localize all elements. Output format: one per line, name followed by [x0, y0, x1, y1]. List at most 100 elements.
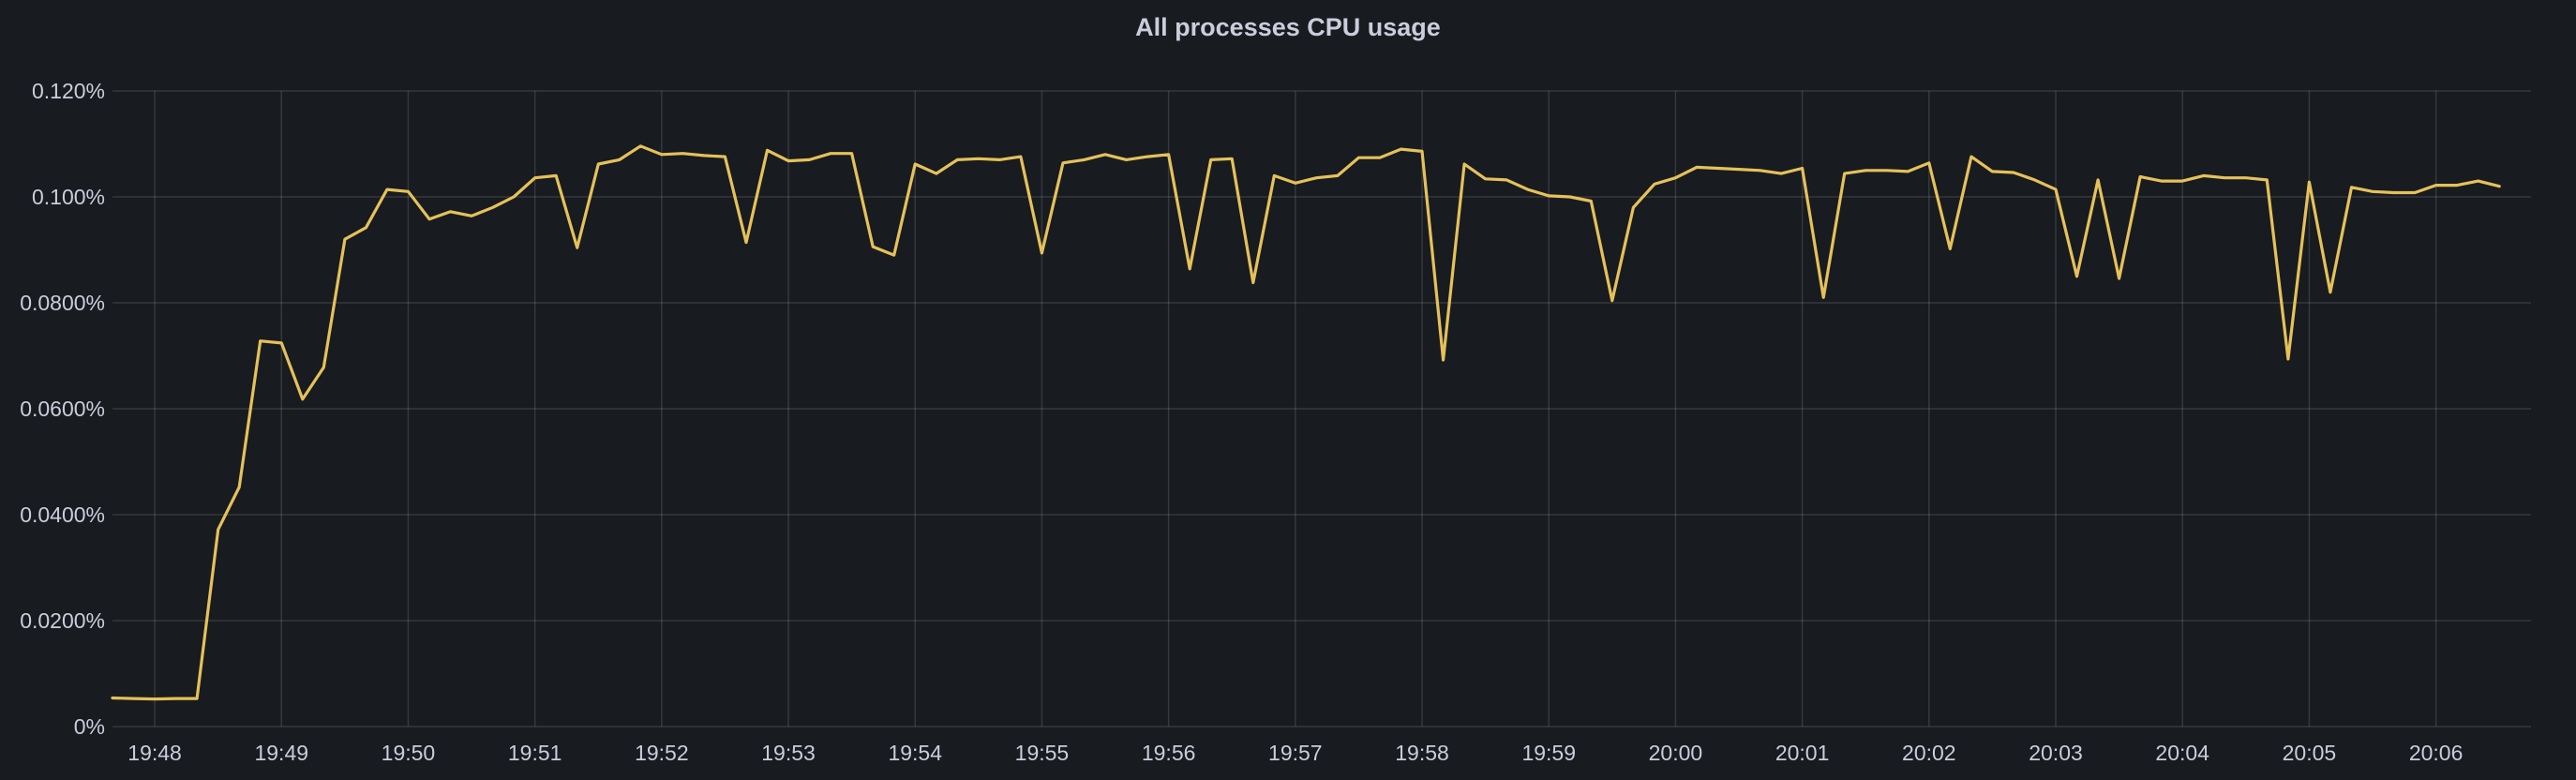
data-point[interactable] [1839, 168, 1850, 179]
data-point[interactable] [530, 172, 541, 184]
data-point[interactable] [2283, 353, 2294, 365]
data-point[interactable] [846, 148, 858, 159]
data-point[interactable] [951, 154, 963, 165]
data-point[interactable] [1670, 172, 1681, 184]
data-point[interactable] [2451, 180, 2463, 191]
data-point[interactable] [1966, 151, 1977, 162]
data-point[interactable] [382, 184, 393, 195]
data-point[interactable] [1480, 173, 1491, 185]
data-point[interactable] [1310, 172, 1322, 184]
data-point[interactable] [297, 394, 308, 405]
data-point[interactable] [2346, 182, 2358, 193]
data-point[interactable] [2072, 271, 2083, 282]
data-point[interactable] [592, 158, 604, 170]
data-point[interactable] [2029, 174, 2041, 186]
data-point[interactable] [1268, 170, 1280, 181]
data-point[interactable] [466, 210, 477, 221]
data-point[interactable] [339, 233, 351, 245]
data-point[interactable] [698, 150, 710, 161]
data-point[interactable] [1100, 149, 1111, 160]
data-point[interactable] [2261, 174, 2272, 186]
data-point[interactable] [2494, 181, 2505, 192]
data-point[interactable] [2177, 175, 2188, 187]
data-point[interactable] [1015, 151, 1026, 162]
data-point[interactable] [931, 168, 942, 179]
data-point[interactable] [1797, 163, 1808, 174]
data-point[interactable] [1585, 196, 1596, 207]
data-point[interactable] [1121, 154, 1132, 165]
data-point[interactable] [1755, 165, 1766, 176]
data-point[interactable] [2409, 188, 2420, 199]
data-point[interactable] [1226, 153, 1237, 164]
data-point[interactable] [677, 148, 688, 159]
data-point[interactable] [1818, 292, 1829, 303]
data-point[interactable] [550, 170, 562, 181]
data-point[interactable] [1163, 149, 1175, 160]
data-point[interactable] [1332, 170, 1343, 181]
data-point[interactable] [1459, 158, 1470, 170]
data-point[interactable] [2389, 188, 2400, 199]
data-point[interactable] [656, 149, 667, 160]
data-point[interactable] [360, 222, 371, 233]
data-point[interactable] [2198, 170, 2209, 181]
data-point[interactable] [1522, 184, 1534, 195]
data-point[interactable] [487, 202, 499, 213]
data-point[interactable] [1775, 168, 1787, 179]
data-point[interactable] [107, 693, 118, 704]
data-point[interactable] [719, 151, 730, 162]
data-point[interactable] [741, 237, 752, 248]
data-point[interactable] [1142, 151, 1153, 162]
data-point[interactable] [1565, 191, 1576, 202]
data-point[interactable] [149, 694, 160, 705]
series-line[interactable] [111, 144, 2501, 701]
data-point[interactable] [1206, 154, 1217, 165]
data-point[interactable] [1036, 248, 1047, 259]
data-point[interactable] [783, 156, 794, 167]
data-point[interactable] [2156, 175, 2167, 187]
data-point[interactable] [255, 336, 266, 347]
data-point[interactable] [1902, 166, 1913, 177]
data-point[interactable] [804, 154, 816, 165]
data-point[interactable] [1248, 278, 1259, 289]
data-point[interactable] [1079, 154, 1090, 165]
data-point[interactable] [1057, 158, 1069, 169]
data-point[interactable] [191, 693, 202, 704]
data-point[interactable] [973, 153, 984, 164]
data-point[interactable] [1543, 190, 1554, 202]
data-point[interactable] [1691, 161, 1702, 172]
data-point[interactable] [1607, 295, 1618, 307]
data-point[interactable] [2473, 175, 2484, 187]
data-point[interactable] [867, 241, 878, 252]
data-point[interactable] [762, 144, 773, 156]
data-point[interactable] [825, 148, 836, 159]
data-point[interactable] [889, 249, 900, 261]
data-point[interactable] [909, 158, 921, 170]
data-point[interactable] [1396, 143, 1407, 155]
data-point[interactable] [614, 154, 625, 165]
data-point[interactable] [1986, 166, 1998, 177]
data-point[interactable] [2219, 172, 2230, 184]
data-point[interactable] [2092, 174, 2104, 186]
data-point[interactable] [1733, 164, 1745, 175]
data-point[interactable] [1649, 178, 1660, 189]
data-point[interactable] [2008, 167, 2019, 178]
data-point[interactable] [572, 242, 583, 253]
data-point[interactable] [508, 191, 519, 202]
data-point[interactable] [276, 338, 287, 349]
data-point[interactable] [2325, 287, 2336, 298]
data-point[interactable] [128, 693, 140, 704]
data-point[interactable] [1374, 152, 1385, 163]
data-point[interactable] [213, 524, 224, 535]
data-point[interactable] [171, 693, 182, 704]
data-point[interactable] [1944, 243, 1955, 254]
data-point[interactable] [1290, 177, 1301, 188]
data-point[interactable] [2431, 180, 2442, 191]
data-point[interactable] [1501, 174, 1512, 186]
data-point[interactable] [403, 186, 414, 197]
data-point[interactable] [1353, 152, 1364, 163]
data-point[interactable] [233, 482, 245, 493]
data-point[interactable] [2240, 172, 2252, 184]
data-point[interactable] [1438, 354, 1449, 366]
data-point[interactable] [1713, 163, 1724, 174]
